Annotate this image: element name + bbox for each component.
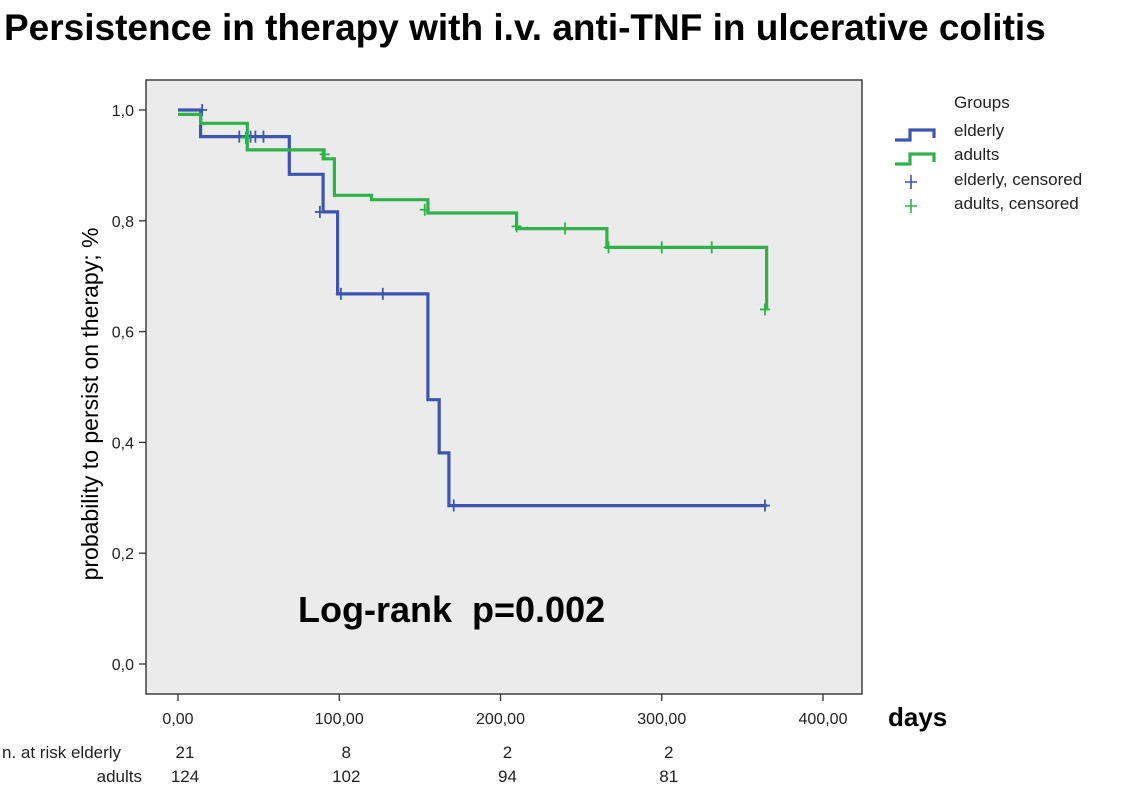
y-tick-label: 1,0: [112, 103, 134, 120]
legend: Groups elderly adults elderly, censored adu…: [895, 93, 1082, 213]
censor-mark-adults: [319, 148, 330, 161]
y-tick-label: 0,6: [112, 325, 134, 342]
y-tick-label: 0,0: [112, 657, 134, 674]
legend-swatch-adults: [895, 152, 936, 166]
risk-table: n. at risk elderly adults 21 124 8 102 2 94 2 8…: [2, 743, 678, 786]
censor-mark-adults: [419, 203, 430, 216]
y-axis-label: probability to persist on therapy; %: [77, 228, 103, 581]
censor-mark-adults: [706, 241, 717, 254]
x-tick-label: 0,00: [162, 711, 193, 728]
censor-mark-elderly: [335, 287, 346, 300]
censor-mark-adults: [240, 131, 251, 144]
legend-title: Groups: [954, 93, 1010, 112]
risk-value-adults: 94: [498, 767, 517, 786]
x-tick-label: 200,00: [476, 711, 525, 728]
legend-censor-swatch-elderly: [905, 175, 917, 189]
censor-mark-adults: [560, 222, 570, 235]
x-axis-label: days: [888, 702, 947, 732]
risk-value-elderly: 2: [664, 743, 673, 762]
censor-mark-elderly: [448, 499, 459, 512]
legend-censor-swatch-adults: [905, 199, 917, 213]
log-rank-annotation: Log-rank p=0.002: [298, 589, 605, 630]
y-axis: 0,0 0,2 0,4 0,6 0,8 1,0: [112, 103, 146, 674]
plot-area: [145, 79, 863, 695]
censor-mark-elderly: [314, 205, 325, 218]
risk-row-label-elderly: n. at risk elderly: [2, 743, 122, 762]
series-adults: [178, 112, 770, 316]
legend-swatch-elderly: [895, 128, 936, 142]
y-tick-label: 0,8: [112, 214, 134, 231]
censor-mark-adults: [603, 241, 614, 254]
censor-mark-elderly: [258, 130, 269, 143]
x-tick-label: 100,00: [315, 711, 364, 728]
censor-mark-elderly: [234, 130, 245, 143]
risk-row-label-adults: adults: [97, 767, 142, 786]
risk-value-elderly: 2: [503, 743, 512, 762]
legend-label: elderly: [954, 121, 1005, 140]
x-tick-label: 400,00: [799, 711, 848, 728]
series-line-adults: [178, 112, 769, 310]
legend-label: adults: [954, 145, 999, 164]
risk-value-elderly: 21: [176, 743, 195, 762]
censor-mark-elderly: [759, 499, 770, 512]
risk-value-adults: 124: [171, 767, 199, 786]
x-axis: 0,00 100,00 200,00 300,00 400,00: [162, 694, 848, 728]
censor-mark-elderly: [377, 287, 388, 300]
x-tick-label: 300,00: [637, 711, 686, 728]
y-tick-label: 0,4: [112, 435, 134, 452]
risk-value-elderly: 8: [342, 743, 351, 762]
censor-mark-adults: [759, 303, 770, 316]
y-tick-label: 0,2: [112, 546, 134, 563]
series-layer: [178, 104, 770, 512]
risk-value-adults: 102: [332, 767, 360, 786]
censor-mark-adults: [656, 241, 667, 254]
legend-label: elderly, censored: [954, 170, 1082, 189]
censor-mark-adults: [511, 220, 522, 233]
risk-value-adults: 81: [659, 767, 678, 786]
legend-label: adults, censored: [954, 194, 1079, 213]
chart-title: Persistence in therapy with i.v. anti-TN…: [4, 7, 1046, 48]
